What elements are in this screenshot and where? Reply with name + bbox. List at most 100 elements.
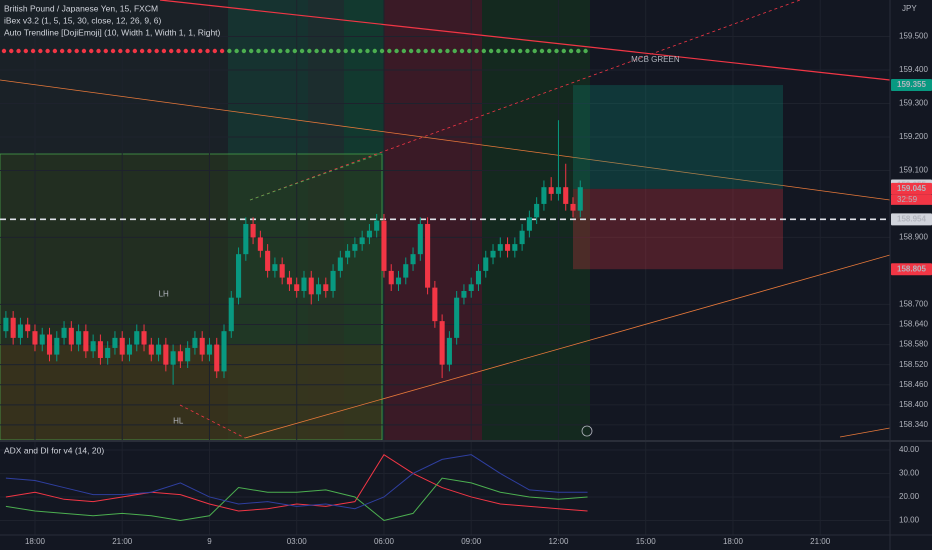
take-profit-zone	[573, 85, 783, 189]
candle-body	[83, 331, 89, 352]
y-tick-label: 159.200	[899, 132, 928, 141]
signal-dot	[387, 48, 392, 54]
x-tick-label: 21:00	[112, 537, 133, 546]
signal-dot	[517, 48, 523, 54]
candle-body	[243, 224, 249, 255]
y-tick-label: 159.500	[899, 32, 928, 41]
candle-body	[185, 347, 191, 362]
candle-body	[10, 317, 16, 338]
signal-dot	[467, 48, 472, 54]
y-tick-label: 158.460	[899, 380, 928, 389]
price-tag	[891, 182, 932, 195]
candle-body	[76, 331, 82, 345]
candle-body	[257, 237, 263, 251]
y-tick-label: 158.700	[899, 299, 928, 308]
candle-body	[490, 250, 496, 258]
signal-dot	[9, 48, 14, 54]
candle-body	[265, 250, 271, 271]
candle-body	[90, 341, 96, 352]
signal-dot	[481, 48, 487, 54]
signal-dot	[81, 48, 87, 54]
signal-dot	[38, 48, 43, 54]
candle-body	[374, 220, 380, 231]
signal-dot	[263, 48, 268, 54]
signal-dot	[125, 48, 130, 54]
candle-body	[403, 264, 409, 278]
candle-body	[163, 344, 169, 365]
x-tick-label: 18:00	[723, 537, 744, 546]
candle-body	[410, 254, 416, 265]
signal-dot	[59, 48, 65, 54]
y-tick-label: 158.340	[899, 420, 928, 429]
candle-body	[3, 317, 9, 332]
y-tick-label: 20.00	[899, 492, 920, 501]
signal-dot	[459, 48, 465, 54]
candle-body	[570, 203, 576, 211]
candle-body	[301, 277, 307, 291]
candle-body	[359, 237, 365, 245]
signal-dot	[416, 48, 421, 54]
candle-body	[461, 290, 467, 298]
y-tick-label: 10.00	[899, 516, 920, 525]
candle-body	[105, 347, 111, 358]
signal-dots	[1, 48, 588, 54]
candle-body	[17, 324, 23, 338]
candle-body	[352, 244, 358, 251]
signal-dot	[438, 48, 443, 54]
x-tick-label: 9	[207, 537, 212, 546]
signal-dot	[212, 48, 218, 54]
price-tag-label: 159.045	[897, 184, 926, 193]
candle-body	[395, 277, 402, 285]
trendline	[159, 0, 891, 81]
x-tick-label: 15:00	[636, 537, 657, 546]
candle-body	[126, 344, 133, 355]
signal-dot	[299, 48, 305, 54]
trendline	[244, 254, 891, 439]
signal-dot	[423, 48, 428, 54]
candles	[3, 120, 583, 385]
price-tag	[891, 213, 932, 226]
indicator-line	[5, 477, 588, 521]
candle-body	[170, 351, 176, 365]
signal-dot	[96, 48, 101, 54]
signal-dot	[401, 48, 407, 54]
candle-body	[206, 344, 213, 355]
y-tick-label: 159.400	[899, 65, 928, 74]
annotation: MCB GREEN	[631, 55, 680, 64]
candle-body	[228, 297, 234, 332]
signal-dot	[510, 48, 516, 54]
candle-body	[519, 230, 525, 245]
signal-dot	[408, 48, 414, 54]
price-tag-label: 159.355	[897, 80, 926, 89]
signal-dot	[16, 48, 21, 54]
candle-body	[272, 264, 278, 271]
candle-body	[156, 344, 162, 355]
stop-loss-zone	[573, 188, 783, 270]
candle-body	[148, 344, 154, 355]
x-tick-label: 12:00	[548, 537, 569, 546]
signal-dot	[147, 48, 152, 54]
signal-dot	[234, 48, 239, 54]
replay-icon[interactable]	[581, 425, 593, 437]
signal-dot	[118, 48, 123, 54]
candle-body	[294, 284, 300, 291]
zone	[0, 345, 382, 440]
indicator-label: Auto Trendline [DojiEmoji] (10, Width 1,…	[4, 27, 221, 37]
candle-body	[548, 187, 554, 194]
candle-body	[526, 217, 532, 231]
signal-dot	[161, 48, 167, 54]
candle-body	[577, 187, 583, 211]
candle-body	[323, 284, 329, 291]
countdown: 32:59	[897, 195, 918, 204]
grid	[0, 0, 890, 535]
trendline	[249, 0, 801, 201]
signal-dot	[336, 48, 341, 54]
signal-dot	[350, 48, 356, 54]
candle-body	[417, 224, 423, 255]
candle-body	[112, 337, 118, 348]
indicator-label: iBex v3.2 (1, 5, 15, 30, close, 12, 26, …	[4, 15, 162, 25]
price-tag	[891, 263, 932, 276]
signal-dot	[307, 48, 312, 54]
signal-dot	[561, 48, 566, 54]
